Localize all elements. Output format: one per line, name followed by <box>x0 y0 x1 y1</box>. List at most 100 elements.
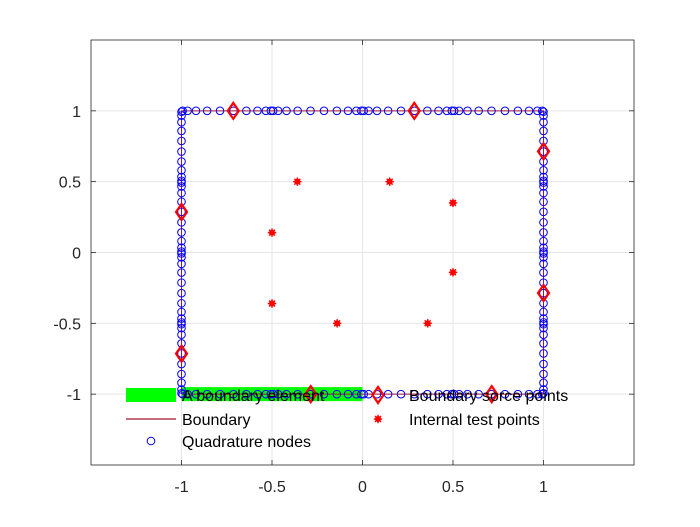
legend: A boundary element Boundary Quadrature nod… <box>126 385 568 451</box>
quadrature-node <box>434 389 443 399</box>
quadrature-node <box>319 106 329 116</box>
quadrature-node <box>293 106 302 116</box>
quadrature-node <box>539 339 548 348</box>
quadrature-node <box>177 307 186 317</box>
quadrature-node <box>177 228 186 237</box>
quadrature-node <box>539 330 548 339</box>
quadrature-node <box>539 126 548 136</box>
quadrature-node <box>539 236 548 246</box>
quadrature-node <box>539 385 548 394</box>
y-tick-label: 0 <box>72 246 81 263</box>
internal-test-point <box>332 319 342 328</box>
quadrature-node <box>487 106 496 116</box>
quadrature-node <box>539 188 548 198</box>
legend-label-internal: Internal test points <box>409 412 540 429</box>
legend-symbol-source <box>371 385 385 405</box>
quadrature-node <box>332 389 342 399</box>
quadrature-node <box>539 378 548 388</box>
quadrature-node <box>273 389 283 399</box>
quadrature-node <box>539 218 548 227</box>
quadrature-node <box>410 389 419 399</box>
quadrature-node <box>343 106 353 116</box>
quadrature-node <box>454 389 464 399</box>
quadrature-node <box>533 106 542 116</box>
quadrature-node <box>513 106 523 116</box>
quadrature-node <box>177 243 186 253</box>
legend-swatch <box>126 388 176 402</box>
quadrature-node <box>539 259 548 269</box>
quadrature-node <box>177 369 186 379</box>
quadrature-node <box>273 106 283 116</box>
quadrature-node <box>539 252 548 262</box>
quadrature-node <box>242 389 251 399</box>
quadrature-node <box>410 106 419 116</box>
quadrature-node <box>177 288 186 298</box>
quadrature-node <box>524 106 534 116</box>
quadrature-node <box>306 106 315 116</box>
quadrature-node <box>423 389 432 399</box>
quadrature-node <box>539 176 548 186</box>
quadrature-node <box>449 389 459 399</box>
quadrature-node <box>539 268 548 277</box>
quadrature-node <box>539 117 548 127</box>
quadrature-node <box>178 389 187 399</box>
quadrature-node <box>539 207 548 217</box>
asterisk-ring <box>386 178 393 185</box>
y-tick-label: -0.5 <box>53 316 81 333</box>
quadrature-node <box>177 323 186 333</box>
legend-symbol-quadrature <box>146 436 156 446</box>
boundary-source-point <box>536 141 551 162</box>
quadrature-node <box>434 106 443 116</box>
boundary-source-point <box>174 202 189 222</box>
quadrature-node <box>177 236 186 246</box>
tick-labels: -1 -0.5 0 0.5 1 1 0.5 0 -0.5 -1 <box>53 104 548 496</box>
quadrature-node <box>183 106 192 116</box>
quadrature-node <box>396 389 406 399</box>
quadrature-node <box>513 389 523 399</box>
quadrature-node <box>177 117 186 127</box>
internal-test-point <box>448 198 458 208</box>
quadrature-node <box>474 106 483 116</box>
quadrature-node <box>177 247 186 256</box>
quadrature-node <box>177 318 186 327</box>
asterisk-ring <box>374 415 382 423</box>
quadrature-node <box>539 247 548 256</box>
quadrature-node <box>253 389 262 399</box>
quadrature-node <box>539 147 548 156</box>
quadrature-node <box>524 389 534 399</box>
quadrature-node <box>487 389 496 399</box>
quadrature-node <box>539 314 548 323</box>
quadrature-node <box>177 107 186 117</box>
quadrature-node <box>229 106 238 116</box>
asterisk-ring <box>268 229 276 236</box>
x-tick-label: -1 <box>174 479 188 496</box>
quadrature-node <box>539 166 548 175</box>
quadrature-node <box>253 106 262 116</box>
asterisk-ring <box>424 320 431 327</box>
quadrature-node <box>539 197 548 207</box>
quadrature-node <box>332 106 342 116</box>
internal-test-point <box>267 228 277 237</box>
quadrature-node <box>177 166 186 175</box>
quadrature-node <box>177 298 186 308</box>
quadrature-node <box>539 318 548 327</box>
quadrature-node <box>215 389 225 399</box>
asterisk-ring <box>449 199 457 206</box>
quadrature-node <box>177 259 186 269</box>
quadrature-node <box>343 389 353 399</box>
quadrature-node <box>538 106 547 116</box>
quadrature-node <box>215 106 225 116</box>
quadrature-node <box>177 388 186 398</box>
quadrature-node <box>282 106 291 116</box>
legend-swatch <box>146 436 156 446</box>
quadrature-node <box>359 389 368 399</box>
asterisk-ring <box>268 300 276 307</box>
internal-test-point <box>293 177 302 186</box>
y-tick-label: 0.5 <box>59 175 81 192</box>
quadrature-node <box>539 349 548 358</box>
boundary-source-point <box>303 384 318 405</box>
legend-label-boundary_element: A boundary element <box>182 388 325 405</box>
quadrature-node <box>177 147 186 156</box>
quadrature-node <box>191 389 201 399</box>
